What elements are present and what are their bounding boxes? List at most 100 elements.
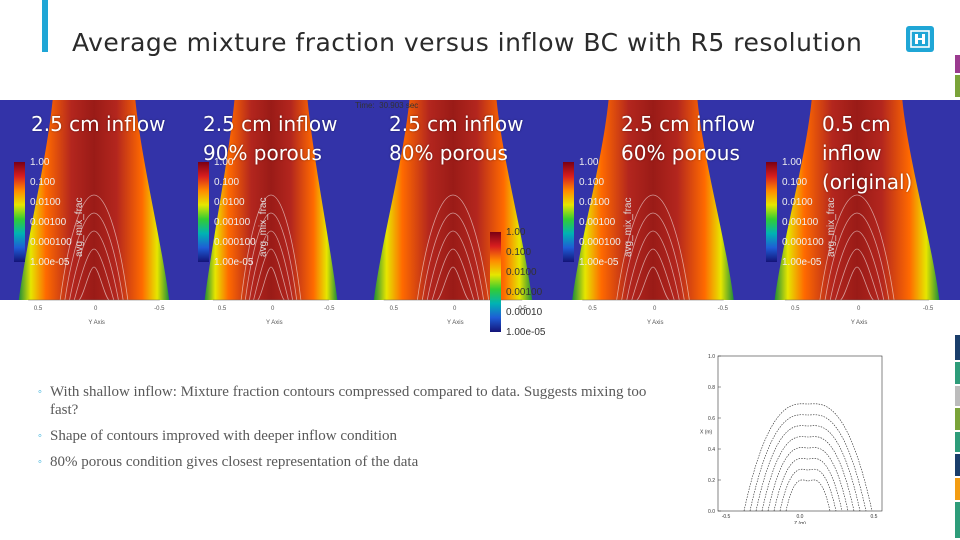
- list-item: ◦ With shallow inflow: Mixture fraction c…: [38, 384, 647, 418]
- experimental-contour-plot: 1.0 0.8 0.6 0.4 0.2 0.0 -0.5 0.0 0.5 Z (m) X (m): [696, 352, 892, 527]
- edge-strip: [955, 432, 960, 452]
- panel-label-line: 80% porous: [389, 141, 508, 165]
- data-contour-line: [743, 403, 873, 512]
- axis-tick-label: 0: [453, 306, 457, 312]
- axis-tick-label: 0: [271, 306, 275, 312]
- plot-y-tick-label: 0.4: [708, 447, 715, 453]
- axis-tick-label: -0.5: [324, 306, 335, 312]
- axis-tick-label: -0.5: [922, 306, 934, 312]
- data-contour-line: [767, 447, 849, 512]
- plot-y-tick-label: 0.2: [708, 478, 715, 484]
- colorbar-tick-label: 1.00: [579, 157, 599, 168]
- edge-strip: [955, 478, 960, 500]
- time-readout: Time: 30.903 sec: [355, 101, 419, 110]
- panel-label-line: inflow: [822, 141, 882, 165]
- colorbar: [766, 162, 777, 262]
- colorbar-tick-label: 0.00100: [30, 217, 67, 228]
- panel-label: 2.5 cm inflow 80% porous: [389, 110, 523, 168]
- colorbar-tick-label: 0.00100: [506, 287, 543, 298]
- axis-tick-label: 0.5: [217, 306, 227, 312]
- colorbar-tick-label: 0.000100: [579, 237, 621, 248]
- colorbar-tick-label: 0.00100: [214, 217, 251, 228]
- simulation-panel: 0.5 cm inflow (original) 1.00 0.100 0.0100 0.0…: [754, 100, 960, 335]
- colorbar-tick-label: 0.100: [782, 177, 808, 188]
- plot-y-label: X (m): [700, 430, 713, 436]
- colorbar-tick-label: 0.0100: [506, 267, 537, 278]
- edge-strip: [955, 362, 960, 384]
- colorbar-title: avg_mix_frac: [74, 197, 85, 257]
- panel-label-line: 2.5 cm inflow: [389, 112, 524, 136]
- data-contour-line: [761, 436, 855, 512]
- panel-label-line: 0.5 cm: [822, 112, 891, 136]
- plot-x-label: Z (m): [794, 521, 806, 524]
- edge-strip: [955, 454, 960, 476]
- axis-title: Y Axis: [850, 320, 868, 326]
- colorbar-tick-label: 0.0100: [30, 197, 61, 208]
- colorbar: [14, 162, 25, 262]
- colorbar-tick-label: 0.00100: [579, 217, 616, 228]
- axis-title: Y Axis: [646, 320, 664, 326]
- edge-strip: [955, 75, 960, 97]
- colorbar: [490, 232, 501, 332]
- circle-bullet-icon: ◦: [38, 456, 42, 468]
- colorbar: [563, 162, 574, 262]
- axis-title: Y Axis: [88, 320, 105, 326]
- colorbar-tick-label: 1.00e-05: [506, 327, 546, 338]
- edge-strip: [955, 386, 960, 406]
- colorbar-title: avg_mix_frac: [258, 197, 269, 257]
- panel-label-line: 2.5 cm inflow: [31, 112, 166, 136]
- data-contour-line: [755, 425, 861, 512]
- panel-label-line: 90% porous: [203, 141, 322, 165]
- colorbar-tick-label: 0.000100: [214, 237, 256, 248]
- plot-x-tick-label: -0.5: [722, 514, 731, 520]
- colorbar-tick-label: 0.000100: [782, 237, 824, 248]
- data-contour-line: [749, 414, 867, 512]
- simulation-panels: 2.5 cm inflow 1.00 0.100 0.0100 0.00100 0.000…: [0, 100, 960, 338]
- sandia-logo-icon: [906, 26, 934, 52]
- colorbar-tick-label: 0.100: [214, 177, 240, 188]
- axis-title: Y Axis: [266, 320, 283, 326]
- colorbar-tick-label: 0.100: [579, 177, 605, 188]
- title-accent-bar: [42, 0, 48, 52]
- edge-strip: [955, 55, 960, 73]
- colorbar: [198, 162, 209, 262]
- simulation-panel: 2.5 cm inflow 80% porous 1.00 0.100 0.0100 0.…: [354, 100, 552, 338]
- panel-label: 2.5 cm inflow: [31, 110, 165, 139]
- axis-title: Y Axis: [447, 320, 464, 326]
- simulation-panel: 2.5 cm inflow 60% porous 1.00 0.100 0.0100 0.…: [552, 100, 756, 335]
- plot-x-tick-label: 0.5: [871, 514, 878, 520]
- axis-tick-label: 0.5: [791, 306, 800, 312]
- data-contour-line: [779, 468, 837, 512]
- colorbar-title: avg_mix_frac: [623, 197, 634, 257]
- panel-label-line: 2.5 cm inflow: [621, 112, 756, 136]
- axis-tick-label: -0.5: [717, 306, 728, 312]
- colorbar-tick-label: 0.000100: [30, 237, 72, 248]
- colorbar-tick-label: 1.00e-05: [30, 257, 70, 268]
- edge-strip: [955, 335, 960, 360]
- colorbar-tick-label: 0.00010: [506, 307, 543, 318]
- colorbar-tick-label: 1.00e-05: [214, 257, 254, 268]
- colorbar-tick-label: 1.00: [506, 227, 526, 238]
- panel-label-line: 60% porous: [621, 141, 740, 165]
- axis-tick-label: 0.5: [389, 306, 398, 312]
- colorbar-tick-label: 1.00: [30, 157, 50, 168]
- slide-title: Average mixture fraction versus inflow B…: [72, 28, 863, 57]
- axis-tick-label: -0.5: [154, 306, 165, 312]
- axis-tick-label: 0: [857, 306, 861, 312]
- plot-y-tick-label: 0.6: [708, 416, 715, 422]
- colorbar-tick-label: 0.0100: [782, 197, 813, 208]
- axis-tick-label: 0.5: [588, 306, 597, 312]
- list-item: ◦ Shape of contours improved with deeper …: [38, 428, 398, 444]
- colorbar-tick-label: 0.00100: [782, 217, 819, 228]
- colorbar-tick-label: 1.00e-05: [782, 257, 822, 268]
- colorbar-tick-label: 0.0100: [579, 197, 610, 208]
- plot-y-tick-label: 0.8: [708, 385, 715, 391]
- plot-y-tick-label: 0.0: [708, 509, 715, 515]
- data-contour-line: [773, 458, 843, 512]
- axis-tick-label: 0: [653, 306, 657, 312]
- colorbar-tick-label: 1.00: [782, 157, 802, 168]
- panel-label: 0.5 cm inflow (original): [822, 110, 912, 197]
- panel-label: 2.5 cm inflow 90% porous: [203, 110, 337, 168]
- axis-tick-label: 0: [94, 306, 98, 312]
- axis-tick-label: 0.5: [33, 306, 43, 312]
